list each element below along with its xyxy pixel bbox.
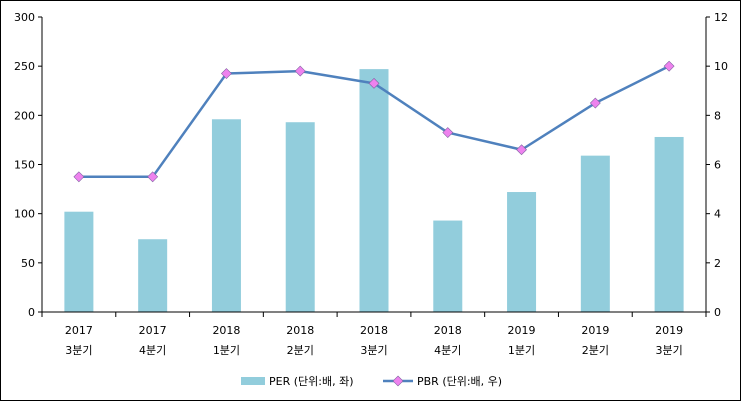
category-year-label: 2018 [212,324,240,337]
legend-per-swatch [241,377,265,385]
per-bar [433,220,463,312]
left-tick-label: 300 [14,11,35,24]
category-year-label: 2019 [581,324,609,337]
pbr-point [442,127,454,138]
right-tick-label: 12 [714,11,728,24]
left-tick-label: 250 [14,60,35,73]
legend-pbr-label: PBR (단위:배, 우) [417,375,502,388]
legend-per-label: PER (단위:배, 좌) [269,375,354,388]
per-bar [138,239,168,312]
pbr-point [589,97,601,109]
left-tick-label: 150 [14,159,35,172]
category-quarter-label: 4분기 [139,344,166,357]
pbr-line [73,60,675,183]
per-bars [64,69,684,313]
category-year-label: 2017 [139,324,167,337]
category-quarter-label: 3분기 [65,344,92,357]
pbr-point [663,60,675,72]
legend-pbr-marker [392,375,404,387]
pbr-point [147,171,159,183]
pbr-point [73,171,85,183]
right-axis-ticks: 0 2 4 6 8 10 12 [706,11,728,319]
category-year-label: 2018 [360,324,388,337]
right-tick-label: 10 [714,60,728,73]
right-tick-label: 2 [714,257,721,270]
per-bar [507,192,537,312]
right-tick-label: 0 [714,306,721,319]
category-year-label: 2019 [655,324,683,337]
per-bar [64,211,94,312]
category-quarter-label: 2분기 [287,344,314,357]
legend: PER (단위:배, 좌) PBR (단위:배, 우) [241,375,502,388]
left-tick-label: 200 [14,109,35,122]
left-axis-ticks: 0 50 100 150 200 250 300 [14,11,42,319]
per-bar [211,119,241,313]
category-year-label: 2018 [286,324,314,337]
category-quarter-label: 1분기 [213,344,240,357]
pbr-point [294,65,306,77]
category-year-label: 2018 [434,324,462,337]
left-tick-label: 50 [21,257,35,270]
left-tick-label: 100 [14,208,35,221]
left-tick-label: 0 [28,306,35,319]
right-tick-label: 6 [714,159,721,172]
right-tick-label: 8 [714,109,721,122]
pbr-point [516,144,527,156]
category-quarter-label: 4분기 [434,344,461,357]
per-bar [359,69,389,312]
category-year-label: 2017 [65,324,93,337]
category-quarter-label: 2분기 [582,344,609,357]
category-quarter-label: 1분기 [508,344,535,357]
pbr-point [368,77,380,89]
per-bar [654,136,684,312]
category-labels: 2017 3분기 2017 4분기 2018 1분기 2018 2분기 2018 3분기 2018 4… [41,312,707,357]
per-bar [285,122,315,312]
category-quarter-label: 3분기 [360,344,387,357]
category-quarter-label: 3분기 [655,344,682,357]
category-year-label: 2019 [508,324,536,337]
pbr-point [221,68,232,79]
per-bar [580,155,610,312]
right-tick-label: 4 [714,208,721,221]
